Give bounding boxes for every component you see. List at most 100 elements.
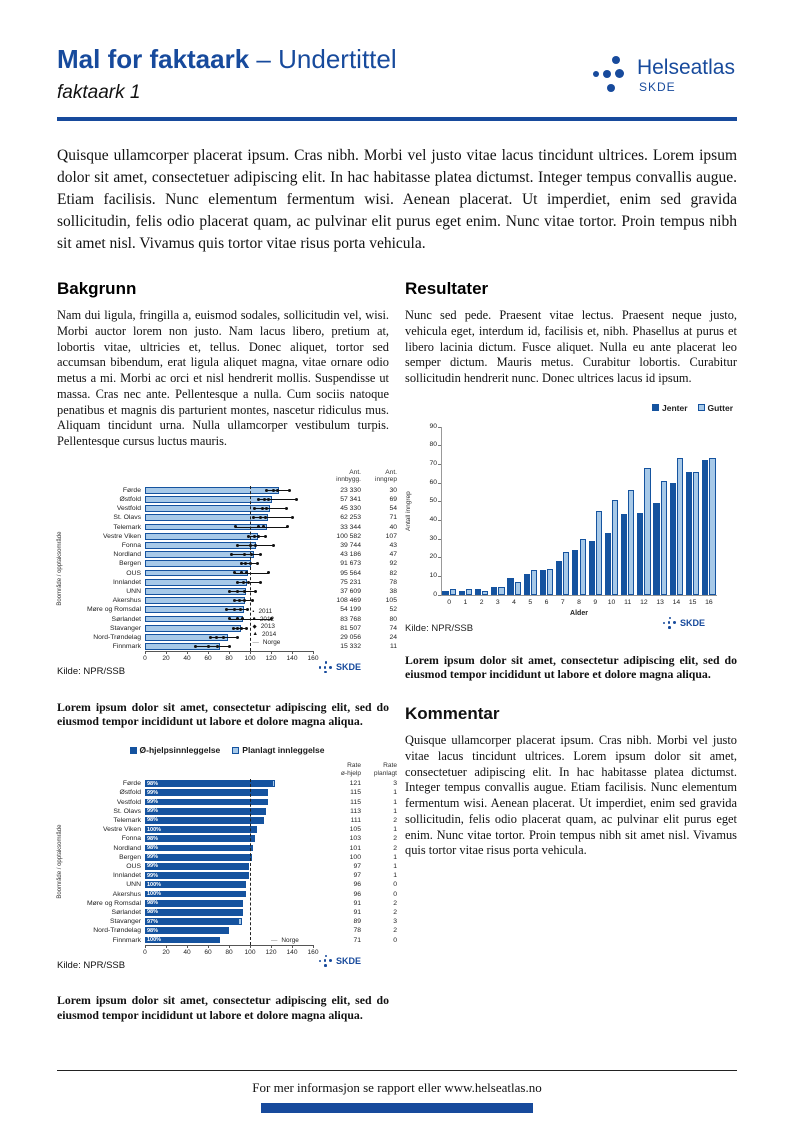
marker-dot bbox=[275, 488, 279, 492]
marker-dot bbox=[259, 516, 262, 520]
value-cell: 115 bbox=[350, 789, 361, 797]
bar-label: 100% bbox=[147, 881, 162, 888]
marker-dot bbox=[227, 617, 231, 621]
x-tick-label: 160 bbox=[307, 948, 319, 956]
legend-item: — Norge bbox=[253, 639, 281, 646]
bar: 99% bbox=[145, 798, 266, 806]
value-cell: 103 bbox=[349, 835, 361, 843]
marker-line bbox=[234, 600, 253, 602]
value-cell: 100 bbox=[349, 853, 361, 861]
marker-dot bbox=[265, 507, 269, 511]
marker-dot bbox=[269, 617, 273, 621]
bar bbox=[145, 578, 247, 586]
x-tick bbox=[250, 651, 251, 655]
bar-label: 99% bbox=[147, 789, 159, 796]
row-label: Bergen bbox=[119, 853, 141, 861]
row-label: Førde bbox=[122, 780, 141, 788]
value-cell: 45 330 bbox=[340, 505, 361, 513]
marker-dot bbox=[235, 589, 239, 593]
x-tick bbox=[166, 944, 167, 948]
marker-dot bbox=[242, 580, 246, 584]
row-label: St. Olavs bbox=[113, 514, 141, 522]
bar bbox=[145, 532, 259, 540]
bar-jenter bbox=[474, 589, 482, 595]
value-cell: 2 bbox=[393, 817, 397, 825]
column-header: Ant. innbygg. bbox=[336, 468, 361, 484]
x-tick bbox=[145, 944, 146, 948]
legend-item: Jenter bbox=[651, 403, 688, 413]
value-cell: 91 673 bbox=[340, 560, 361, 568]
y-tick bbox=[438, 501, 441, 503]
footer-rule bbox=[57, 1070, 737, 1071]
marker-line bbox=[233, 627, 247, 629]
y-tick-label: 20 bbox=[429, 553, 437, 561]
bar: 100% bbox=[145, 890, 246, 898]
marker-dot bbox=[231, 626, 235, 630]
row-label: Nordland bbox=[113, 551, 141, 559]
value-cell: 91 bbox=[353, 909, 361, 917]
marker-line bbox=[195, 646, 229, 648]
value-cell: 15 332 bbox=[340, 643, 361, 651]
bar-track: 100% bbox=[145, 936, 313, 945]
value-cell: 115 bbox=[350, 798, 361, 806]
bar: 99% bbox=[145, 872, 247, 880]
bar-gutter bbox=[693, 471, 700, 595]
value-cell: 43 186 bbox=[340, 551, 361, 559]
row-label: UNN bbox=[126, 881, 141, 889]
skde-dot-icon bbox=[663, 621, 666, 624]
marker-dot bbox=[271, 488, 275, 492]
bar-gutter bbox=[514, 581, 521, 595]
marker-dot bbox=[235, 617, 239, 621]
row-label: Sørlandet bbox=[111, 909, 141, 917]
marker-dot bbox=[245, 571, 249, 575]
marker-dot bbox=[286, 525, 290, 529]
norge-reference-line bbox=[250, 779, 251, 945]
bar-segment bbox=[246, 863, 249, 870]
x-tick-label: 0 bbox=[447, 598, 451, 606]
chart-admission-type-by-area: Ø-hjelpsinnleggelse Planlagt innleggelse R… bbox=[57, 745, 397, 977]
skde-dot-icon bbox=[319, 666, 322, 669]
marker-dot bbox=[262, 525, 266, 529]
marker-dot bbox=[235, 580, 239, 584]
bar-label: 100% bbox=[147, 891, 162, 897]
bar-jenter bbox=[507, 577, 514, 595]
y-tick-label: 70 bbox=[429, 460, 437, 468]
row-label: Vestre Viken bbox=[102, 826, 141, 834]
legend-swatch bbox=[697, 404, 705, 412]
value-cell: 96 bbox=[353, 881, 361, 889]
bar-gutter bbox=[676, 458, 684, 595]
value-cell: 100 582 bbox=[336, 532, 361, 540]
bar-gutter bbox=[709, 458, 716, 595]
bakgrunn-body: Nam dui ligula, fringilla a, euismod sod… bbox=[57, 308, 389, 448]
x-tick-label: 3 bbox=[495, 598, 500, 606]
row-label: Førde bbox=[122, 486, 141, 494]
skde-dot-icon bbox=[324, 661, 328, 664]
helseatlas-logo: Helseatlas SKDE bbox=[592, 56, 735, 94]
bar-gutter bbox=[628, 490, 635, 595]
value-cell: 30 bbox=[389, 486, 397, 494]
marker-dot bbox=[250, 599, 254, 603]
y-axis-label: Boområde / opptaksområde bbox=[57, 825, 63, 900]
row-label: Telemark bbox=[113, 817, 141, 825]
marker-dot bbox=[240, 571, 244, 575]
value-cell: 74 bbox=[389, 624, 397, 632]
value-cell: 0 bbox=[393, 936, 397, 944]
legend-item: ▲ 2014 bbox=[253, 631, 277, 638]
legend-label: Norge bbox=[262, 638, 281, 646]
value-cell: 29 056 bbox=[340, 633, 361, 641]
column-headers: Ant. innbygg. Ant. inngrep bbox=[313, 469, 397, 484]
chart-source: Kilde: NPR/SSB bbox=[57, 666, 126, 678]
row-label: Stavanger bbox=[110, 918, 141, 926]
bar-gutter bbox=[660, 480, 667, 595]
value-cell: 38 bbox=[389, 587, 397, 595]
x-tick-label: 100 bbox=[244, 948, 256, 956]
footer-accent-bar bbox=[261, 1103, 533, 1113]
bar-jenter bbox=[491, 587, 498, 595]
bar: 98% bbox=[145, 899, 241, 907]
bar-track: 100% bbox=[145, 880, 313, 889]
marker-dot bbox=[235, 635, 239, 639]
row-label: Innlandet bbox=[113, 578, 141, 586]
x-tick-label: 11 bbox=[624, 598, 632, 606]
value-cell: 108 469 bbox=[336, 597, 361, 605]
